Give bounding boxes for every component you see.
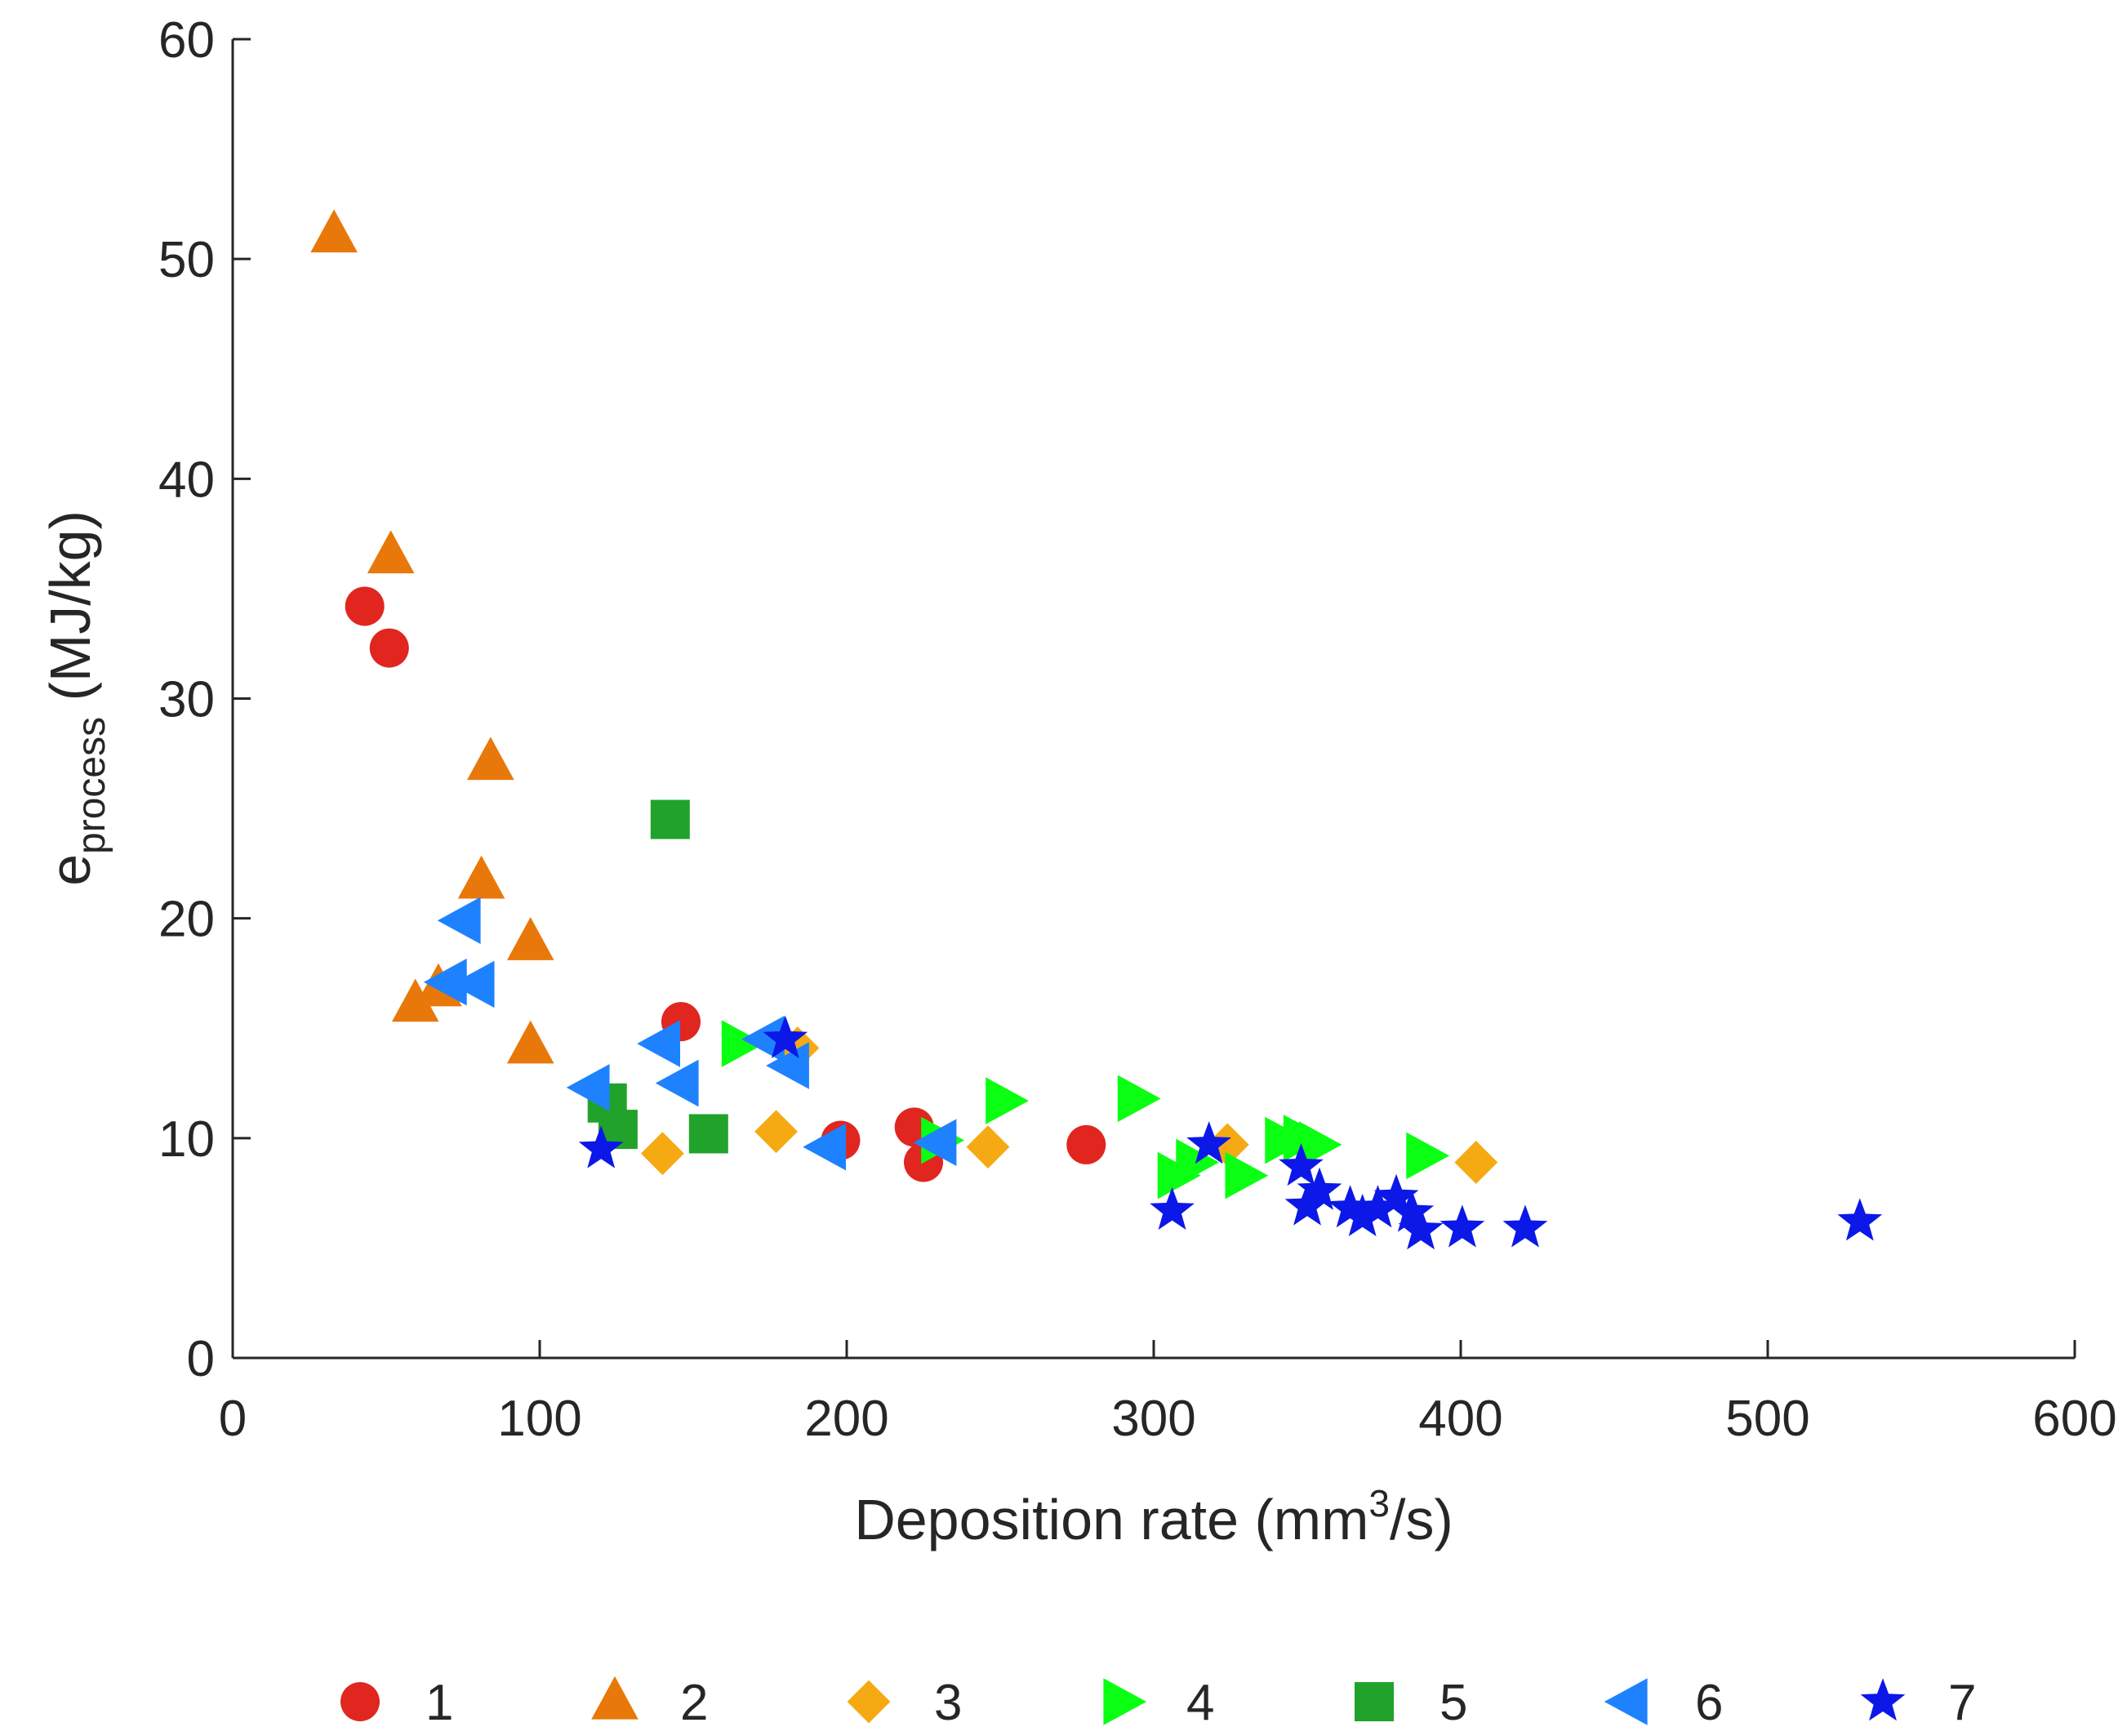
data-point-series-6 xyxy=(803,1123,847,1171)
data-point-series-1 xyxy=(1066,1124,1106,1164)
legend-marker-4 xyxy=(1103,1678,1147,1725)
data-point-series-1 xyxy=(369,628,409,668)
data-point-series-2 xyxy=(506,917,554,960)
data-point-series-3 xyxy=(1454,1141,1498,1184)
data-point-series-1 xyxy=(345,586,385,626)
data-point-series-7 xyxy=(1502,1204,1548,1248)
data-point-series-2 xyxy=(457,855,505,899)
data-point-series-7 xyxy=(1150,1186,1195,1230)
y-tick-label: 10 xyxy=(158,1111,215,1168)
data-point-series-6 xyxy=(437,897,481,945)
data-point-series-7 xyxy=(1186,1121,1232,1164)
data-point-series-5 xyxy=(688,1114,728,1154)
data-point-series-6 xyxy=(766,1042,809,1089)
data-point-series-2 xyxy=(310,209,358,253)
data-point-series-4 xyxy=(1176,1138,1220,1186)
y-tick-label: 50 xyxy=(158,232,215,288)
x-tick-label: 0 xyxy=(219,1391,247,1447)
x-axis-label: Deposition rate (mm3/s) xyxy=(854,1482,1453,1551)
data-point-series-7 xyxy=(1389,1189,1435,1232)
data-points xyxy=(310,209,1883,1250)
data-point-series-7 xyxy=(1279,1143,1324,1186)
legend-marker-3 xyxy=(847,1680,891,1724)
x-tick-label: 100 xyxy=(497,1391,581,1447)
data-point-series-3 xyxy=(641,1132,684,1176)
data-point-series-2 xyxy=(506,1020,554,1064)
data-point-series-3 xyxy=(754,1110,798,1154)
data-point-series-6 xyxy=(566,1064,610,1111)
y-tick-label: 30 xyxy=(158,672,215,728)
data-point-series-4 xyxy=(1298,1121,1342,1168)
data-point-series-7 xyxy=(763,1015,808,1059)
data-point-series-7 xyxy=(1328,1185,1373,1228)
legend-marker-1 xyxy=(340,1682,380,1721)
data-point-series-4 xyxy=(721,1020,765,1067)
y-tick-label: 60 xyxy=(158,12,215,69)
y-tick-label: 0 xyxy=(187,1331,215,1387)
legend-label: 3 xyxy=(934,1675,962,1731)
data-point-series-7 xyxy=(578,1125,624,1168)
legend-label: 6 xyxy=(1695,1675,1723,1731)
data-point-series-7 xyxy=(1355,1185,1400,1228)
legend-label: 7 xyxy=(1948,1675,1976,1731)
legend-label: 5 xyxy=(1440,1675,1467,1731)
x-tick-label: 400 xyxy=(1418,1391,1502,1447)
legend-label: 2 xyxy=(680,1675,708,1731)
data-point-series-7 xyxy=(1373,1173,1419,1217)
data-point-series-4 xyxy=(1406,1132,1450,1180)
data-point-series-4 xyxy=(1225,1151,1269,1200)
data-point-series-4 xyxy=(986,1077,1029,1124)
data-point-series-7 xyxy=(1440,1204,1485,1248)
y-tick-label: 40 xyxy=(158,452,215,508)
data-point-series-7 xyxy=(1340,1193,1386,1237)
legend-marker-6 xyxy=(1604,1678,1648,1725)
y-tick-label: 20 xyxy=(158,892,215,948)
data-point-series-4 xyxy=(1117,1075,1161,1123)
legend-label: 4 xyxy=(1186,1675,1214,1731)
legend-marker-2 xyxy=(591,1676,639,1720)
legend-marker-5 xyxy=(1355,1682,1394,1721)
x-tick-label: 300 xyxy=(1111,1391,1195,1447)
x-tick-label: 200 xyxy=(804,1391,888,1447)
x-tick-label: 600 xyxy=(2032,1391,2116,1447)
data-point-series-7 xyxy=(1284,1182,1330,1226)
data-point-series-7 xyxy=(1297,1167,1342,1210)
data-point-series-6 xyxy=(655,1059,699,1107)
data-point-series-5 xyxy=(650,799,690,839)
data-point-series-7 xyxy=(1837,1198,1883,1241)
data-point-series-6 xyxy=(423,958,467,1006)
legend-label: 1 xyxy=(425,1675,453,1731)
data-point-series-3 xyxy=(776,1026,820,1070)
data-point-series-6 xyxy=(913,1119,957,1167)
y-axis-label: eprocess (MJ/kg) xyxy=(38,510,113,886)
legend-marker-7 xyxy=(1860,1678,1906,1721)
data-point-series-2 xyxy=(367,530,415,574)
legend: 1 2 3 4 5 6 7 xyxy=(340,1675,1976,1731)
x-tick-label: 500 xyxy=(1725,1391,1809,1447)
data-point-series-6 xyxy=(637,1020,680,1067)
axes: 0 100 200 300 400 500 600 0 10 20 30 40 50 60 xyxy=(158,12,2117,1447)
data-point-series-7 xyxy=(1398,1207,1444,1250)
data-point-series-2 xyxy=(467,737,514,781)
data-point-series-3 xyxy=(966,1125,1010,1168)
data-point-series-2 xyxy=(391,978,439,1022)
data-point-series-6 xyxy=(451,960,495,1008)
